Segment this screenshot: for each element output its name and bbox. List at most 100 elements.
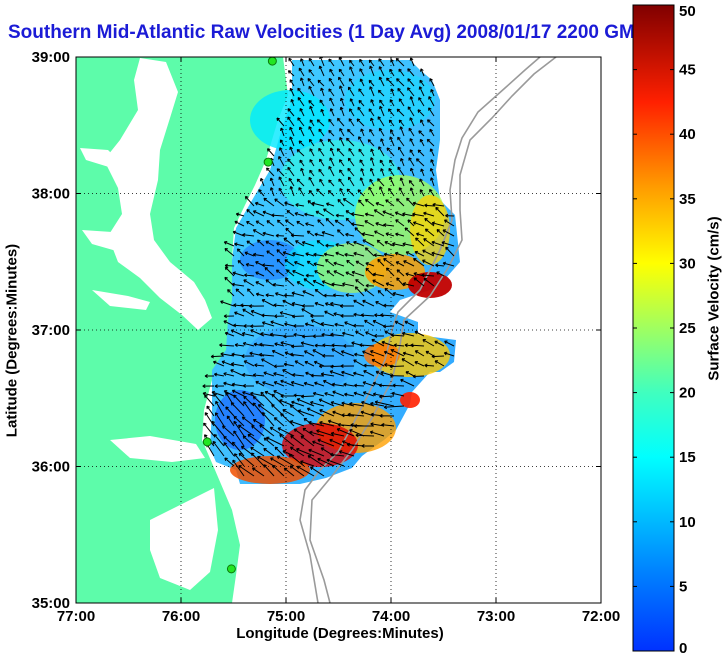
velocity-arrow bbox=[397, 136, 405, 147]
velocity-arrow bbox=[375, 300, 385, 307]
velocity-arrow bbox=[419, 138, 425, 147]
velocity-arrow bbox=[254, 201, 265, 207]
velocity-arrow bbox=[355, 433, 375, 438]
velocity-arrow bbox=[396, 269, 405, 277]
velocity-arrow bbox=[423, 211, 435, 217]
velocity-arrow bbox=[319, 138, 325, 147]
y-tick-label: 38:00 bbox=[32, 186, 70, 203]
chesapeake-bay bbox=[104, 58, 212, 330]
velocity-arrow bbox=[276, 242, 285, 247]
velocity-arrow bbox=[408, 127, 415, 137]
velocity-arrow bbox=[302, 427, 315, 437]
velocity-arrow bbox=[409, 149, 415, 157]
velocity-arrow bbox=[290, 435, 305, 447]
velocity-arrow bbox=[270, 157, 275, 167]
velocity-arrow bbox=[396, 108, 405, 117]
velocity-arrow bbox=[336, 229, 345, 237]
velocity-arrow bbox=[260, 331, 275, 337]
velocity-arrow bbox=[348, 78, 355, 87]
velocity-arrow bbox=[375, 370, 385, 377]
velocity-arrow bbox=[289, 404, 305, 417]
velocity-arrow bbox=[273, 381, 285, 387]
velocity-arrow bbox=[282, 251, 295, 257]
velocity-arrow bbox=[339, 106, 345, 117]
velocity-arrow bbox=[266, 250, 275, 257]
velocity-arrow bbox=[309, 400, 325, 407]
velocity-arrow bbox=[401, 331, 415, 337]
velocity-arrow bbox=[329, 370, 345, 377]
velocity-arrow bbox=[223, 320, 235, 327]
x-tick-label: 72:00 bbox=[582, 608, 620, 625]
velocity-arrow bbox=[389, 99, 395, 107]
velocity-arrow bbox=[289, 186, 295, 197]
velocity-arrow bbox=[443, 351, 455, 357]
velocity-arrow bbox=[237, 424, 255, 437]
velocity-arrow bbox=[276, 117, 285, 127]
velocity-arrow bbox=[283, 334, 295, 339]
velocity-arrow bbox=[299, 108, 305, 117]
velocity-arrow bbox=[255, 380, 265, 387]
velocity-arrow bbox=[364, 198, 375, 207]
velocity-arrow bbox=[300, 435, 315, 447]
velocity-arrow bbox=[249, 351, 265, 357]
velocity-arrow bbox=[329, 157, 335, 167]
velocity-arrow bbox=[320, 87, 325, 97]
velocity-arrow bbox=[319, 158, 325, 167]
velocity-arrow bbox=[309, 159, 315, 167]
velocity-arrow bbox=[292, 251, 305, 257]
velocity-arrow bbox=[230, 402, 245, 417]
velocity-arrow bbox=[346, 241, 355, 247]
velocity-arrow bbox=[263, 371, 275, 377]
velocity-arrow bbox=[318, 168, 325, 177]
velocity-arrow bbox=[314, 301, 325, 307]
velocity-arrow bbox=[380, 313, 395, 318]
velocity-arrow bbox=[308, 57, 315, 67]
velocity-arrow bbox=[369, 430, 385, 437]
velocity-arrow bbox=[321, 332, 335, 337]
velocity-arrow bbox=[211, 390, 225, 397]
velocity-arrow bbox=[362, 381, 375, 387]
velocity-arrow bbox=[341, 413, 355, 418]
velocity-arrow bbox=[269, 177, 275, 187]
velocity-arrow bbox=[377, 289, 385, 297]
velocity-arrow bbox=[379, 394, 395, 399]
velocity-arrow bbox=[423, 277, 435, 287]
velocity-arrow bbox=[351, 341, 365, 347]
velocity-arrow bbox=[243, 324, 255, 328]
velocity-arrow bbox=[310, 319, 325, 327]
velocity-arrow bbox=[390, 333, 405, 338]
velocity-arrow bbox=[289, 465, 305, 477]
velocity-arrow bbox=[325, 202, 335, 207]
velocity-arrow bbox=[300, 167, 305, 177]
velocity-arrow bbox=[343, 343, 355, 348]
velocity-arrow bbox=[328, 118, 335, 127]
velocity-arrow bbox=[389, 159, 395, 167]
velocity-arrow bbox=[250, 446, 265, 457]
velocity-arrow bbox=[429, 78, 435, 87]
velocity-arrow bbox=[362, 239, 375, 247]
velocity-arrow bbox=[383, 223, 395, 228]
colorbar-tick-label: 45 bbox=[679, 62, 696, 79]
velocity-arrow bbox=[413, 272, 425, 277]
velocity-arrow bbox=[414, 360, 425, 367]
velocity-arrow bbox=[375, 201, 385, 207]
velocity-arrow bbox=[331, 343, 345, 348]
velocity-arrow bbox=[359, 58, 365, 67]
velocity-arrow bbox=[369, 128, 375, 137]
velocity-arrow bbox=[328, 58, 335, 67]
velocity-arrow bbox=[280, 127, 285, 137]
velocity-arrow bbox=[263, 197, 275, 207]
velocity-arrow bbox=[272, 282, 285, 287]
velocity-arrow bbox=[250, 329, 265, 337]
velocity-arrow bbox=[424, 203, 435, 208]
velocity-arrow bbox=[233, 415, 245, 427]
velocity-arrow bbox=[385, 199, 395, 207]
axes-frame bbox=[75, 56, 602, 604]
velocity-arrow bbox=[317, 457, 335, 467]
velocity-arrow bbox=[242, 232, 255, 237]
velocity-arrow bbox=[266, 148, 275, 157]
velocity-arrow bbox=[389, 176, 395, 187]
velocity-arrow bbox=[285, 219, 295, 227]
velocity-arrow bbox=[338, 159, 345, 167]
velocity-arrow bbox=[314, 270, 325, 277]
